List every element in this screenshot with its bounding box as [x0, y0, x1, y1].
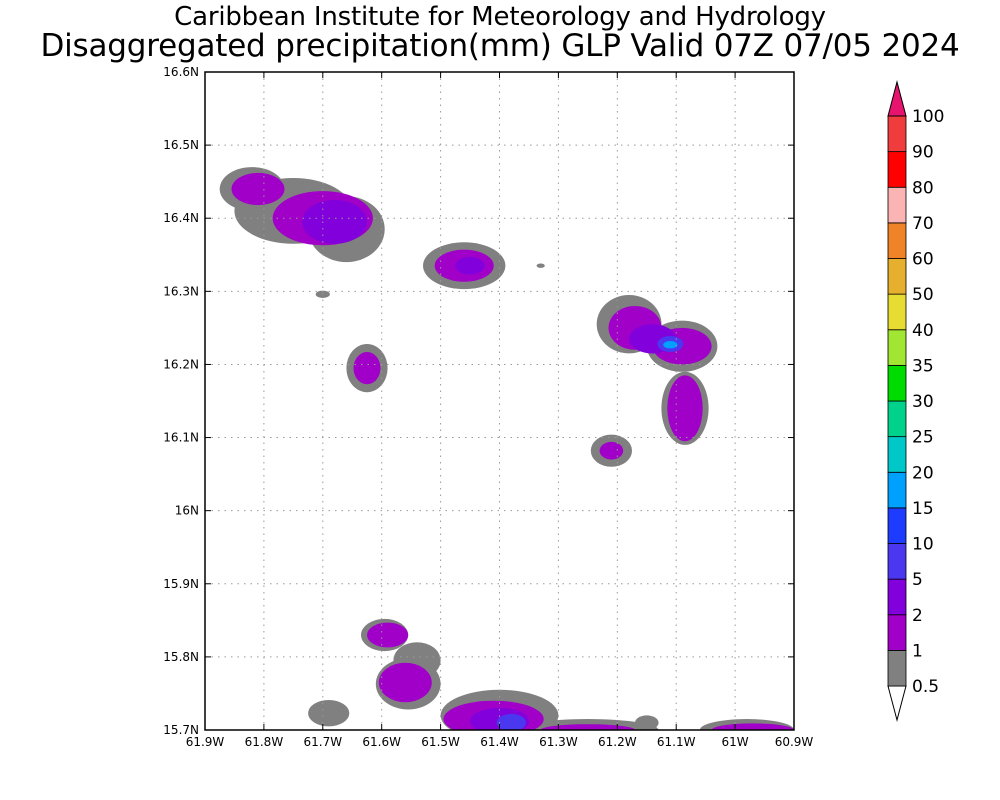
precip-cell-18: [667, 375, 703, 442]
lat-tick-label: 16.6N: [163, 65, 199, 79]
precip-cell-8: [455, 256, 485, 275]
colorbar-swatch-70: [887, 222, 907, 259]
colorbar-swatch-35: [887, 364, 907, 402]
colorbar-label-15: 15: [912, 499, 934, 519]
colorbar-label-0.5: 0.5: [912, 677, 939, 697]
lon-tick-label: 61.6W: [362, 735, 401, 749]
precip-cell-3: [231, 172, 285, 206]
colorbar-label-1: 1: [912, 641, 923, 661]
colorbar-label-2: 2: [912, 606, 923, 626]
title-line-1: Caribbean Institute for Meteorology and …: [174, 2, 826, 32]
lat-tick-label: 15.9N: [163, 577, 199, 591]
precip-cell-27: [367, 622, 409, 648]
colorbar-swatch-1: [887, 649, 907, 687]
lat-tick-label: 16.5N: [163, 138, 199, 152]
colorbar-swatch-80: [887, 186, 907, 224]
lon-tick-label: 61.7W: [304, 735, 343, 749]
precip-cell-36: [496, 713, 526, 730]
precip-cell-12: [353, 352, 381, 385]
lon-tick-label: 61.2W: [598, 735, 637, 749]
colorbar-label-10: 10: [912, 535, 934, 555]
colorbar-swatch-60: [887, 258, 907, 295]
colorbar-label-60: 60: [912, 250, 934, 270]
precip-cell-32: [635, 715, 659, 730]
lat-tick-label: 16.2N: [163, 357, 199, 371]
precip-cell-21: [663, 341, 678, 349]
precip-cell-28: [378, 662, 432, 703]
lon-tick-label: 61.5W: [421, 735, 460, 749]
precip-cell-9: [536, 263, 545, 268]
lon-tick-label: 60.9W: [775, 735, 814, 749]
colorbar-swatch-30: [887, 400, 907, 438]
colorbar-label-30: 30: [912, 392, 934, 412]
colorbar-label-5: 5: [912, 570, 923, 590]
colorbar-label-100: 100: [912, 107, 944, 127]
colorbar-label-35: 35: [912, 356, 934, 376]
colorbar-swatch-2: [887, 614, 907, 651]
colorbar-swatch-10: [887, 543, 907, 580]
colorbar-top-triangle: [887, 80, 907, 117]
colorbar-label-40: 40: [912, 321, 934, 341]
colorbar-swatch-25: [887, 436, 907, 473]
colorbar-swatch-100: [887, 115, 907, 153]
precip-cell-23: [599, 441, 624, 460]
precip-cell-5: [302, 200, 367, 244]
colorbar-swatch-90: [887, 151, 907, 188]
lat-tick-label: 16.4N: [163, 211, 199, 225]
lon-tick-label: 61.9W: [186, 735, 225, 749]
precip-cell-29: [308, 700, 350, 727]
lat-tick-label: 15.7N: [163, 723, 199, 737]
colorbar-label-90: 90: [912, 143, 934, 163]
lon-tick-label: 61.1W: [657, 735, 696, 749]
lat-tick-label: 16.3N: [163, 284, 199, 298]
colorbar-swatch-20: [887, 471, 907, 509]
colorbar-swatch-5: [887, 578, 907, 616]
lon-tick-label: 61.8W: [245, 735, 284, 749]
precip-cell-38: [711, 723, 794, 730]
precipitation-field: [219, 167, 794, 730]
colorbar-swatch-15: [887, 507, 907, 544]
colorbar-label-25: 25: [912, 428, 934, 448]
lat-tick-label: 16.1N: [163, 431, 199, 445]
grid-lines: [205, 72, 794, 730]
lat-tick-label: 16N: [175, 504, 199, 518]
colorbar-label-20: 20: [912, 463, 934, 483]
title-line-2: Disaggregated precipitation(mm) GLP Vali…: [40, 28, 960, 64]
colorbar-swatch-50: [887, 293, 907, 331]
axis-ticks: 61.9W 61.8W 61.7W 61.6W 61.5W 61.4W 61.3W 61.2W…: [163, 65, 813, 749]
colorbar-swatch-40: [887, 329, 907, 366]
lon-tick-label: 61.4W: [480, 735, 519, 749]
colorbar-bottom-triangle: [887, 685, 907, 722]
lon-tick-label: 61W: [722, 735, 749, 749]
lat-tick-label: 15.8N: [163, 650, 199, 664]
colorbar-label-80: 80: [912, 178, 934, 198]
precip-cell-34: [540, 724, 635, 730]
lon-tick-label: 61.3W: [539, 735, 578, 749]
colorbar-label-50: 50: [912, 285, 934, 305]
colorbar-label-70: 70: [912, 214, 934, 234]
